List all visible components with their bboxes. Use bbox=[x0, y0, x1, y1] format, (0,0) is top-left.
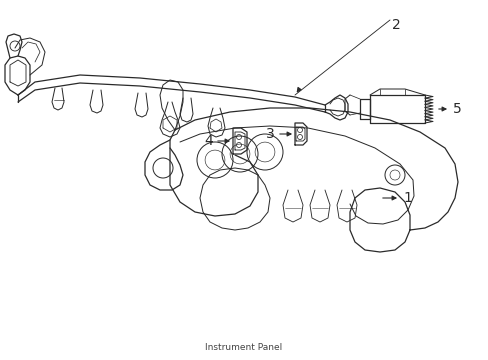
Text: 2: 2 bbox=[391, 18, 400, 32]
Text: 4: 4 bbox=[204, 134, 213, 148]
Text: Instrument Panel: Instrument Panel bbox=[205, 343, 282, 352]
Text: 3: 3 bbox=[265, 127, 274, 141]
Text: 1: 1 bbox=[402, 191, 411, 205]
Text: 5: 5 bbox=[452, 102, 461, 116]
